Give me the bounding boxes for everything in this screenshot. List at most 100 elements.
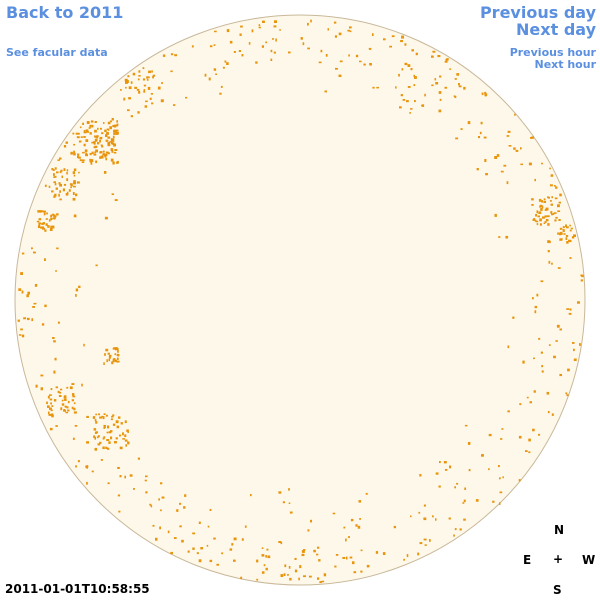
facula-dot	[148, 70, 151, 74]
facula-dot	[142, 78, 146, 81]
facula-dot	[36, 220, 40, 223]
facula-dot	[51, 414, 54, 418]
facula-dot	[345, 538, 347, 542]
facula-dot	[449, 465, 452, 469]
facula-dot	[550, 211, 553, 214]
facula-dot	[94, 139, 98, 142]
see-facular-data-link[interactable]: See facular data	[6, 46, 108, 59]
facula-dot	[181, 539, 184, 543]
facula-dot	[479, 131, 482, 135]
facula-dot	[109, 141, 113, 143]
facula-dot	[27, 317, 30, 321]
facula-dot	[372, 33, 374, 36]
facula-dot	[383, 38, 386, 41]
facula-dot	[332, 512, 336, 515]
facula-dot	[184, 494, 187, 497]
facula-dot	[116, 123, 119, 126]
next-day-link[interactable]: Next day	[516, 20, 596, 39]
facula-dot	[179, 525, 182, 528]
facula-dot	[103, 424, 106, 428]
facula-dot	[294, 569, 298, 573]
facula-dot	[66, 172, 68, 175]
previous-hour-link[interactable]: Previous hour	[509, 46, 596, 59]
facula-dot	[238, 50, 241, 52]
facula-dot	[35, 384, 38, 388]
facula-dot	[51, 405, 54, 407]
facula-dot	[501, 428, 504, 430]
facula-dot	[98, 413, 100, 416]
facula-dot	[61, 403, 65, 406]
facula-dot	[81, 161, 85, 163]
next-hour-link[interactable]: Next hour	[534, 58, 597, 71]
facula-dot	[460, 128, 463, 130]
facula-dot	[454, 486, 456, 489]
facula-dot	[75, 465, 77, 468]
facula-dot	[528, 162, 532, 166]
facula-dot	[82, 122, 84, 125]
facula-dot	[213, 44, 216, 46]
facula-dot	[410, 515, 412, 518]
facula-dot	[66, 406, 69, 409]
facula-dot	[50, 409, 53, 412]
facula-dot	[104, 353, 106, 356]
facula-dot	[83, 143, 86, 147]
facula-dot	[91, 151, 94, 155]
facula-dot	[532, 297, 534, 300]
facula-dot	[53, 218, 56, 220]
facula-dot	[579, 343, 581, 346]
facula-dot	[138, 75, 141, 77]
facula-dot	[77, 155, 80, 159]
facula-dot	[534, 178, 536, 182]
facula-dot	[117, 466, 120, 469]
facula-dot	[111, 415, 114, 418]
facula-dot	[289, 511, 293, 514]
facula-dot	[518, 435, 522, 439]
facula-dot	[77, 153, 80, 156]
facula-dot	[107, 136, 111, 139]
facula-dot	[54, 183, 57, 186]
facula-dot	[46, 401, 48, 405]
facula-dot	[265, 555, 267, 558]
facula-dot	[520, 147, 522, 150]
facula-dot	[102, 150, 105, 153]
facula-dot	[50, 402, 52, 405]
facula-dot	[424, 544, 427, 546]
facula-dot	[113, 132, 116, 135]
facula-dot	[464, 424, 468, 427]
facula-dot	[116, 161, 119, 164]
compass-south-label: S	[553, 583, 562, 597]
facula-dot	[494, 156, 498, 159]
facula-dot	[111, 142, 114, 145]
facula-dot	[302, 42, 305, 46]
facula-dot	[541, 200, 543, 203]
facula-dot	[65, 141, 68, 144]
facula-dot	[124, 475, 126, 479]
facula-dot	[498, 465, 500, 468]
facula-dot	[256, 578, 259, 581]
facula-dot	[119, 475, 122, 478]
facula-dot	[559, 227, 563, 230]
facula-dot	[533, 357, 535, 360]
facula-dot	[342, 557, 346, 559]
facula-dot	[463, 518, 466, 521]
facula-dot	[114, 441, 117, 444]
facula-dot	[70, 184, 73, 187]
facula-dot	[38, 225, 41, 228]
facula-dot	[42, 222, 45, 225]
facula-dot	[116, 347, 119, 350]
facula-dot	[213, 68, 217, 71]
facula-dot	[50, 388, 53, 391]
facula-dot	[317, 577, 320, 580]
facula-dot	[21, 290, 24, 294]
facula-dot	[72, 393, 75, 396]
facula-dot	[63, 409, 65, 412]
back-to-year-link[interactable]: Back to 2011	[6, 3, 124, 22]
facula-dot	[167, 530, 170, 534]
facula-dot	[73, 168, 77, 172]
facula-dot	[421, 104, 423, 107]
facula-dot	[78, 156, 81, 159]
facula-dot	[565, 226, 569, 229]
facula-dot	[467, 442, 471, 445]
facula-dot	[435, 82, 439, 85]
previous-day-link[interactable]: Previous day	[479, 3, 596, 22]
